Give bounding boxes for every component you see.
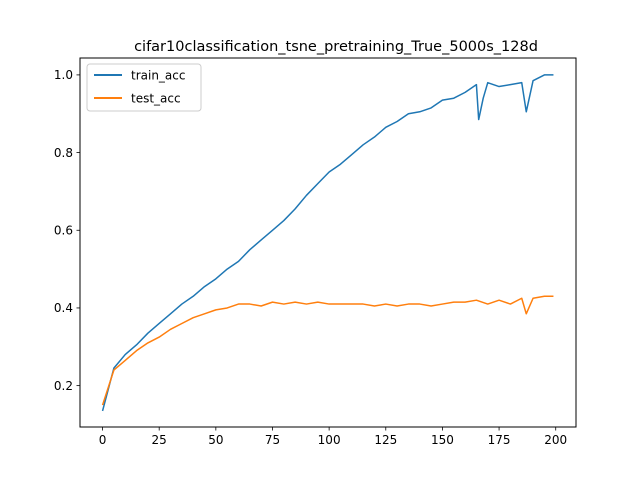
series-layer	[101, 74, 554, 412]
x-tick-label: 75	[265, 433, 280, 447]
x-tick-label: 200	[544, 433, 567, 447]
x-tick-label: 175	[488, 433, 511, 447]
x-tick-label: 25	[152, 433, 167, 447]
legend-label-test-acc: test_acc	[131, 92, 181, 106]
x-tick-label: 100	[318, 433, 341, 447]
x-tick-label: 125	[374, 433, 397, 447]
series-line-test-acc	[101, 295, 554, 406]
y-tick-label: 0.8	[54, 146, 73, 160]
legend: train_acc test_acc	[86, 63, 202, 112]
y-tick-label: 1.0	[54, 68, 73, 82]
series-line-train-acc	[101, 74, 554, 412]
plot-frame	[79, 57, 577, 428]
x-tick-label: 0	[99, 433, 107, 447]
legend-label-train-acc: train_acc	[131, 69, 185, 83]
chart-title: cifar10classification_tsne_pretraining_T…	[134, 39, 538, 55]
y-tick-label: 0.4	[54, 301, 73, 315]
x-tick-label: 50	[208, 433, 223, 447]
y-tick-label: 0.2	[54, 379, 73, 393]
x-tick-label: 150	[431, 433, 454, 447]
ticks-layer: 0 25 50 75 100 125 150 175 200 0.2 0.4 0.6 0.8 1.0	[54, 68, 567, 447]
y-tick-label: 0.6	[54, 224, 73, 238]
